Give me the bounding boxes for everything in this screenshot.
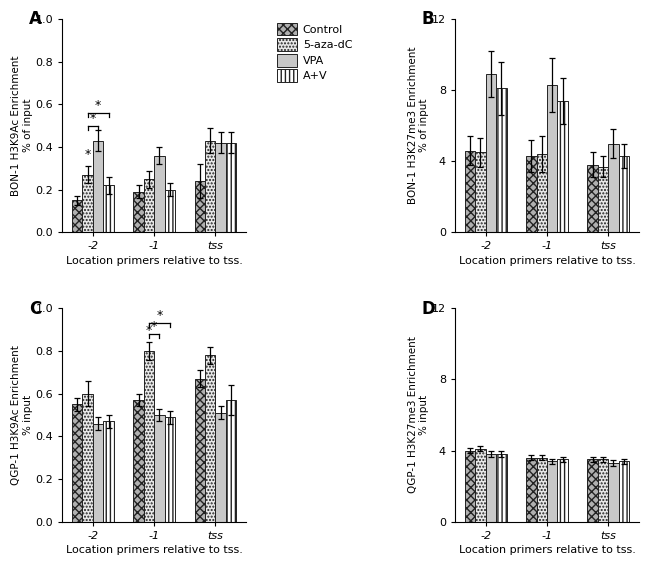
Text: *: *: [146, 324, 152, 337]
Bar: [205, 355, 215, 522]
Bar: [588, 460, 598, 522]
Bar: [475, 449, 486, 522]
Bar: [83, 393, 93, 522]
Text: A: A: [29, 11, 42, 28]
Bar: [194, 181, 205, 233]
X-axis label: Location primers relative to tss.: Location primers relative to tss.: [458, 256, 636, 265]
Bar: [194, 379, 205, 522]
Text: C: C: [29, 300, 42, 318]
Text: *: *: [151, 320, 157, 333]
Bar: [536, 458, 547, 522]
Bar: [496, 88, 506, 233]
Bar: [547, 85, 558, 233]
Y-axis label: QGP-1 H3K9Ac Enrichment
% input: QGP-1 H3K9Ac Enrichment % input: [11, 345, 32, 485]
X-axis label: Location primers relative to tss.: Location primers relative to tss.: [458, 545, 636, 555]
Text: *: *: [156, 309, 162, 322]
Bar: [205, 141, 215, 233]
Bar: [215, 143, 226, 233]
Y-axis label: BON-1 H3K27me3 Enrichment
% of input: BON-1 H3K27me3 Enrichment % of input: [408, 47, 429, 204]
Text: *: *: [95, 99, 101, 112]
Bar: [588, 165, 598, 233]
Bar: [547, 461, 558, 522]
Bar: [475, 152, 486, 233]
Bar: [144, 179, 154, 233]
Legend: Control, 5-aza-dC, VPA, A+V: Control, 5-aza-dC, VPA, A+V: [275, 20, 354, 84]
Y-axis label: QGP-1 H3K27me3 Enrichment
% input: QGP-1 H3K27me3 Enrichment % input: [408, 337, 429, 494]
Bar: [598, 166, 608, 233]
Bar: [164, 190, 175, 233]
Bar: [93, 423, 103, 522]
Text: D: D: [422, 300, 436, 318]
Bar: [215, 413, 226, 522]
Text: B: B: [422, 11, 435, 28]
X-axis label: Location primers relative to tss.: Location primers relative to tss.: [66, 545, 242, 555]
Bar: [536, 154, 547, 233]
Bar: [144, 351, 154, 522]
Bar: [164, 417, 175, 522]
Bar: [486, 74, 496, 233]
Bar: [496, 454, 506, 522]
Bar: [526, 156, 536, 233]
Bar: [103, 422, 114, 522]
Bar: [133, 400, 144, 522]
Bar: [72, 404, 83, 522]
Bar: [526, 458, 536, 522]
Bar: [133, 192, 144, 233]
X-axis label: Location primers relative to tss.: Location primers relative to tss.: [66, 256, 242, 265]
Bar: [608, 144, 619, 233]
Bar: [465, 451, 475, 522]
Bar: [598, 460, 608, 522]
Bar: [619, 461, 629, 522]
Bar: [608, 463, 619, 522]
Bar: [558, 101, 568, 233]
Bar: [558, 460, 568, 522]
Bar: [226, 400, 237, 522]
Bar: [93, 141, 103, 233]
Bar: [226, 143, 237, 233]
Bar: [103, 186, 114, 233]
Bar: [465, 151, 475, 233]
Y-axis label: BON-1 H3K9Ac Enrichment
% of input: BON-1 H3K9Ac Enrichment % of input: [11, 55, 32, 196]
Text: *: *: [90, 112, 96, 125]
Text: *: *: [84, 148, 91, 161]
Bar: [83, 175, 93, 233]
Bar: [154, 415, 164, 522]
Bar: [619, 156, 629, 233]
Bar: [154, 156, 164, 233]
Bar: [72, 200, 83, 233]
Bar: [486, 454, 496, 522]
